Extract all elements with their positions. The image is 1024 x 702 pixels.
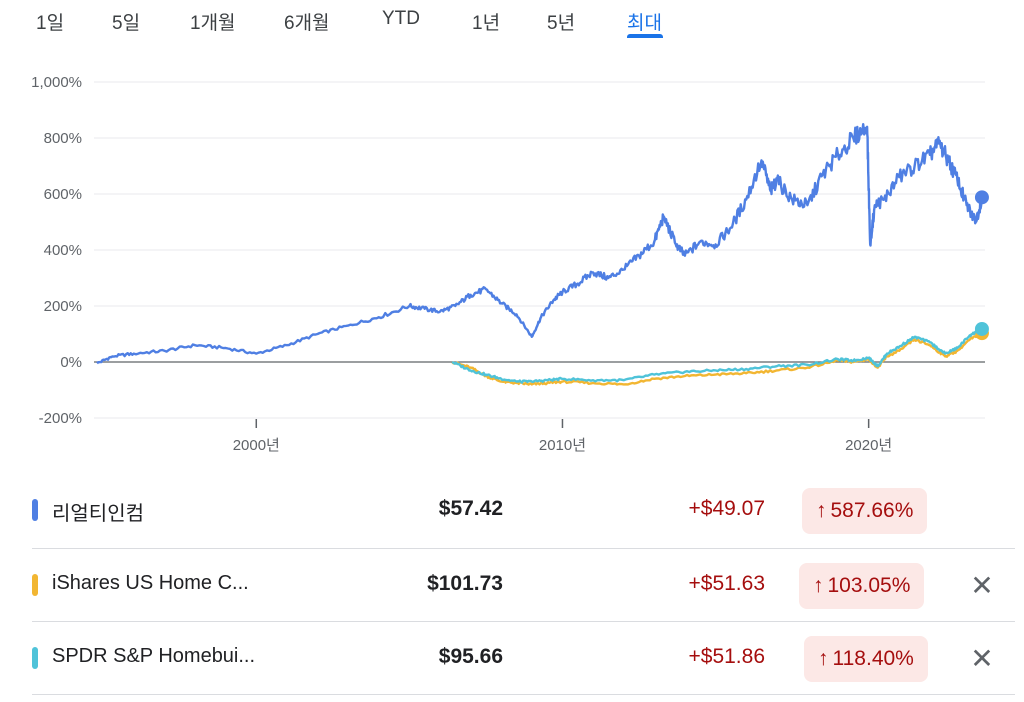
tab-max[interactable]: 최대: [627, 13, 662, 34]
y-tick-label: 600%: [44, 186, 82, 203]
percent-change-badge: ↑ 103.05%: [799, 563, 925, 609]
comparison-chart[interactable]: 1,000% 800% 600% 400% 200% 0% -200% 2000년 2010년…: [0, 60, 1024, 460]
tab-ytd[interactable]: YTD: [382, 8, 420, 29]
remove-comparison-close-icon[interactable]: ✕: [970, 570, 994, 601]
series-color-swatch: [32, 574, 38, 596]
y-axis-labels: 1,000% 800% 600% 400% 200% 0% -200%: [31, 74, 82, 427]
x-tick-label: 2010년: [539, 437, 586, 454]
y-tick-label: 0%: [60, 354, 82, 371]
security-name: iShares US Home C...: [52, 572, 249, 594]
range-tabs: 1일 5일 1개월 6개월 YTD 1년 5년 최대: [0, 0, 1024, 46]
arrow-up-icon: ↑: [816, 499, 827, 522]
y-tick-label: 200%: [44, 298, 82, 315]
x-tick-label: 2000년: [233, 437, 280, 454]
tab-1m[interactable]: 1개월: [190, 13, 236, 34]
comparison-row-0[interactable]: 리얼티인컴 $57.42 +$49.07 ↑ 587.66%: [32, 474, 1015, 548]
arrow-up-icon: ↑: [813, 574, 824, 597]
security-price: $57.42: [438, 497, 503, 520]
x-tick-label: 2020년: [845, 437, 892, 454]
percent-change-badge: ↑ 118.40%: [804, 636, 928, 682]
comparison-row-2[interactable]: SPDR S&P Homebui... $95.66 +$51.86 ↑ 118.…: [32, 621, 1015, 695]
y-tick-label: -200%: [39, 410, 82, 427]
y-tick-label: 1,000%: [31, 74, 82, 91]
arrow-up-icon: ↑: [818, 647, 829, 670]
chart-grid: [94, 81, 985, 419]
series-line: [96, 122, 984, 365]
security-name: SPDR S&P Homebui...: [52, 645, 256, 667]
percent-change-badge: ↑ 587.66%: [802, 488, 928, 534]
percent-change-value: 103.05%: [827, 574, 911, 597]
active-tab-indicator: [627, 34, 663, 38]
tab-6m[interactable]: 6개월: [284, 13, 330, 34]
remove-comparison-close-icon[interactable]: ✕: [970, 643, 994, 674]
percent-change-value: 587.66%: [830, 499, 914, 522]
y-tick-label: 400%: [44, 242, 82, 259]
series-color-swatch: [32, 647, 38, 669]
chart-series: [96, 122, 989, 386]
x-axis: 2000년 2010년 2020년: [233, 419, 892, 454]
tab-1d[interactable]: 1일: [36, 13, 65, 34]
security-name: 리얼티인컴: [52, 503, 144, 525]
tab-5d[interactable]: 5일: [112, 13, 141, 34]
series-endpoint-marker: [974, 190, 989, 205]
series-color-swatch: [32, 499, 38, 521]
list-bottom-divider: [32, 694, 1015, 695]
tab-5y[interactable]: 5년: [547, 13, 576, 34]
series-endpoint-marker: [974, 321, 989, 336]
price-change: +$49.07: [688, 497, 766, 520]
series-line: [451, 331, 983, 386]
y-tick-label: 800%: [44, 130, 82, 147]
price-change: +$51.63: [688, 572, 766, 595]
series-line: [451, 327, 983, 384]
comparison-row-1[interactable]: iShares US Home C... $101.73 +$51.63 ↑ 10…: [32, 548, 1015, 622]
security-price: $101.73: [427, 572, 503, 595]
security-price: $95.66: [438, 645, 503, 668]
tab-1y[interactable]: 1년: [472, 13, 501, 34]
percent-change-value: 118.40%: [832, 647, 914, 670]
price-change: +$51.86: [688, 645, 766, 668]
